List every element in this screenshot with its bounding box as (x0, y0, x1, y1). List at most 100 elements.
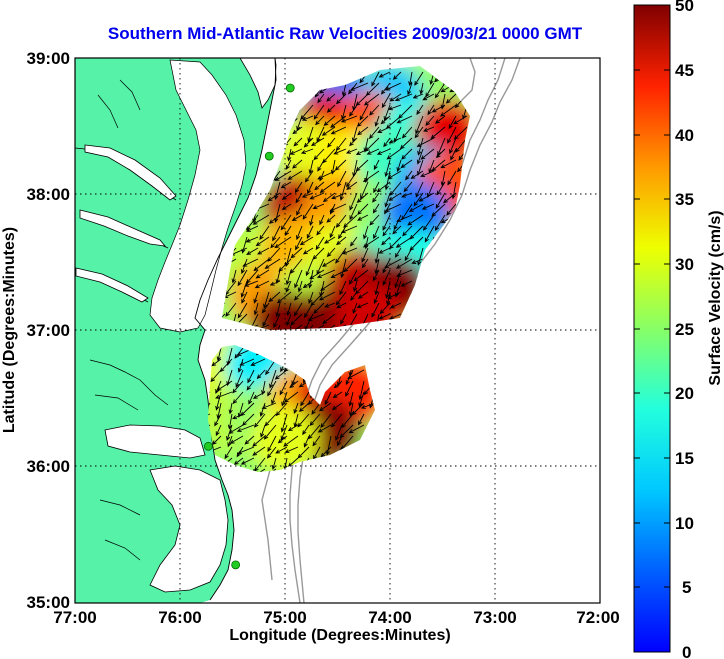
velocity-arrow (356, 302, 369, 309)
velocity-arrow (362, 170, 380, 183)
velocity-arrow (402, 225, 413, 237)
velocity-arrow (339, 424, 354, 438)
velocity-arrow (316, 126, 325, 143)
velocity-arrow (240, 457, 255, 465)
velocity-arrow (287, 170, 303, 180)
velocity-arrow (346, 181, 358, 190)
velocity-arrow (286, 302, 292, 317)
velocity-arrow (374, 280, 380, 296)
velocity-arrow (384, 82, 402, 91)
velocity-arrow (396, 159, 402, 173)
velocity-arrow (436, 181, 446, 196)
velocity-arrow (417, 247, 424, 266)
velocity-arrow (316, 269, 336, 279)
velocity-arrow (269, 280, 281, 286)
velocity-arrow (254, 413, 266, 428)
velocity-arrow (297, 280, 303, 293)
velocity-arrow (308, 291, 314, 305)
velocity-arrow (332, 391, 343, 399)
velocity-arrow (315, 115, 325, 126)
velocity-arrow (302, 424, 310, 436)
velocity-arrow (317, 424, 332, 433)
velocity-arrow (231, 269, 237, 284)
velocity-arrow (232, 391, 244, 405)
velocity-arrow (273, 313, 281, 329)
velocity-arrow (345, 148, 358, 154)
velocity-arrow (435, 148, 446, 159)
velocity-arrow (400, 280, 413, 287)
velocity-arrow (312, 247, 325, 260)
velocity-arrow (324, 302, 336, 308)
velocity-arrow (248, 391, 255, 405)
velocity-arrow (322, 192, 336, 203)
velocity-arrow (358, 391, 365, 408)
velocity-arrow (274, 369, 288, 380)
velocity-arrow (232, 380, 244, 394)
velocity-arrow (394, 93, 413, 102)
velocity-arrow (434, 115, 446, 124)
velocity-arrow (292, 159, 303, 169)
velocity-arrow (308, 159, 314, 175)
velocity-arrow (324, 391, 332, 406)
velocity-arrow (301, 115, 314, 121)
velocity-arrow (280, 424, 288, 441)
velocity-arrow (280, 181, 292, 189)
velocity-arrow (216, 380, 233, 391)
velocity-arrow (289, 148, 303, 155)
velocity-arrow (323, 115, 336, 126)
velocity-arrow (280, 214, 292, 231)
velocity-arrow (384, 258, 402, 269)
velocity-arrow (326, 104, 336, 113)
velocity-arrow (275, 446, 288, 454)
velocity-arrow (250, 358, 266, 366)
velocity-arrow (434, 214, 446, 232)
velocity-arrow (337, 170, 347, 188)
velocity-arrow (303, 137, 314, 148)
velocity-arrow (306, 225, 314, 239)
velocity-arrow (330, 126, 347, 135)
velocity-arrow (453, 126, 468, 140)
velocity-arrow (309, 269, 325, 280)
velocity-arrow (350, 291, 358, 301)
velocity-arrow (416, 104, 424, 115)
colorbar-tick-label: 40 (675, 126, 694, 145)
velocity-arrow (285, 269, 292, 286)
velocity-arrow (268, 214, 281, 224)
x-tick-label: 75:00 (263, 608, 306, 627)
velocity-arrow (335, 93, 347, 105)
velocity-arrow (428, 159, 435, 174)
velocity-arrow (343, 214, 358, 228)
velocity-arrow (222, 313, 226, 327)
velocity-arrow (240, 280, 248, 298)
x-axis: 77:00 76:00 75:00 74:00 73:00 72:00 Long… (53, 608, 619, 644)
velocity-arrow (300, 391, 310, 407)
velocity-arrow (310, 137, 325, 146)
velocity-arrow (353, 280, 358, 293)
velocity-arrow (330, 115, 347, 128)
velocity-arrow (383, 137, 391, 148)
velocity-arrow (315, 236, 325, 251)
colorbar-tick-label: 50 (675, 0, 694, 15)
velocity-arrow (285, 280, 292, 293)
velocity-arrow (362, 236, 380, 248)
x-tick-label: 77:00 (53, 608, 96, 627)
velocity-arrow (313, 302, 325, 314)
velocity-arrow (418, 192, 435, 202)
velocity-arrow (384, 192, 391, 208)
velocity-arrow (324, 236, 336, 244)
velocity-arrow (382, 225, 391, 237)
velocity-arrow (235, 369, 244, 388)
velocity-arrow (340, 313, 347, 325)
velocity-arrow (355, 148, 369, 155)
velocity-arrow (232, 413, 244, 420)
velocity-arrow (260, 424, 266, 438)
velocity-arrow (224, 446, 233, 460)
velocity-arrow (256, 369, 266, 380)
velocity-arrow (403, 181, 413, 193)
velocity-arrow (330, 269, 347, 279)
velocity-arrow (372, 269, 380, 282)
velocity-arrow (331, 192, 347, 200)
velocity-arrow (339, 280, 347, 296)
velocity-arrow (431, 159, 446, 172)
velocity-arrow (309, 192, 325, 200)
